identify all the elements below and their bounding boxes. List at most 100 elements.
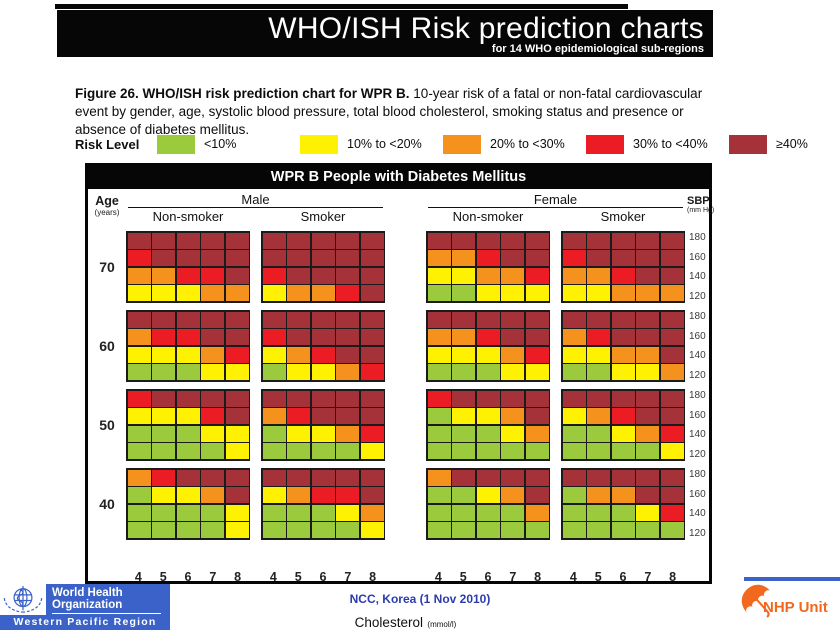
who-logo-text: World Health Organization: [46, 584, 170, 615]
risk-cell: [287, 390, 310, 407]
risk-cell: [562, 487, 586, 503]
who-logo-line2: Organization: [52, 599, 123, 611]
risk-legend-item: 20% to <30%: [443, 134, 586, 154]
risk-cell: [176, 522, 200, 538]
risk-cell: [127, 311, 151, 328]
risk-cell: [611, 469, 635, 486]
risk-cell: [360, 443, 384, 459]
sbp-tick-label: 120: [689, 290, 706, 302]
risk-cell: [201, 443, 224, 459]
risk-cell: [525, 311, 549, 328]
risk-cell: [587, 364, 610, 380]
risk-cell: [287, 329, 310, 345]
risk-cell: [476, 346, 500, 363]
risk-grid-female-nonsmoker-age-70: [426, 231, 550, 303]
cholesterol-ticks: 4 5 6 7 8: [426, 570, 550, 585]
risk-cell: [311, 390, 335, 407]
risk-cell: [336, 390, 359, 407]
risk-cell: [660, 232, 684, 249]
risk-cell: [525, 487, 549, 503]
risk-grid-male-nonsmoker-age-40: [126, 468, 250, 540]
x-axis-title: Cholesterol (mmol/l): [126, 614, 685, 632]
risk-cell: [176, 311, 200, 328]
risk-cell: [201, 267, 224, 284]
risk-grid-male-smoker-age-50: [261, 389, 385, 461]
risk-cell: [360, 311, 384, 328]
risk-cell: [636, 390, 659, 407]
risk-cell: [501, 346, 524, 363]
risk-cell: [501, 443, 524, 459]
male-label: Male: [128, 192, 383, 208]
risk-cell: [311, 250, 335, 266]
risk-cell: [176, 443, 200, 459]
risk-cell: [262, 311, 286, 328]
risk-cell: [427, 285, 451, 301]
risk-cell: [562, 250, 586, 266]
risk-cell: [262, 443, 286, 459]
risk-cell: [501, 311, 524, 328]
age-label: 70: [99, 258, 115, 275]
risk-grid-male-nonsmoker-age-60: [126, 310, 250, 382]
risk-cell: [525, 504, 549, 521]
risk-cell: [427, 346, 451, 363]
risk-cell: [660, 285, 684, 301]
risk-cell: [336, 267, 359, 284]
cholesterol-tick-label: 4: [134, 569, 142, 584]
risk-cell: [176, 250, 200, 266]
risk-cell: [611, 522, 635, 538]
risk-legend-item: ≥40%: [729, 134, 808, 154]
risk-cell: [611, 487, 635, 503]
cholesterol-ticks: 4 5 6 7 8: [561, 570, 685, 585]
risk-cell: [287, 285, 310, 301]
risk-cell: [660, 443, 684, 459]
risk-cell: [525, 232, 549, 249]
risk-cell: [452, 311, 475, 328]
risk-cell: [360, 346, 384, 363]
risk-grid-male-smoker-age-70: [261, 231, 385, 303]
risk-cell: [311, 329, 335, 345]
risk-cell: [287, 311, 310, 328]
risk-cell: [611, 285, 635, 301]
risk-cell: [525, 425, 549, 442]
risk-cell: [262, 522, 286, 538]
risk-cell: [636, 408, 659, 424]
risk-cell: [225, 232, 249, 249]
risk-cell: [262, 425, 286, 442]
risk-cell: [262, 390, 286, 407]
risk-cell: [127, 504, 151, 521]
risk-cell: [201, 487, 224, 503]
risk-grid-female-nonsmoker-age-40: [426, 468, 550, 540]
risk-cell: [452, 487, 475, 503]
risk-cell: [452, 522, 475, 538]
risk-cell: [611, 250, 635, 266]
risk-cell: [336, 346, 359, 363]
risk-cell: [611, 267, 635, 284]
age-label: 50: [99, 416, 115, 433]
risk-cell: [427, 311, 451, 328]
cholesterol-tick-label: 5: [294, 569, 302, 584]
figure-caption-text: 10-year risk of a fatal or non-fatal car…: [75, 85, 703, 137]
risk-cell: [660, 329, 684, 345]
risk-cell: [201, 285, 224, 301]
risk-cell: [476, 408, 500, 424]
age-row-50: 50 180 160 140 120: [88, 389, 709, 461]
risk-cell: [452, 364, 475, 380]
risk-cell: [476, 364, 500, 380]
sbp-axis-label: SBP: [687, 195, 710, 207]
risk-cell: [152, 232, 175, 249]
risk-cell: [427, 364, 451, 380]
cholesterol-tick-label: 4: [269, 569, 277, 584]
risk-cell: [611, 408, 635, 424]
risk-cell: [336, 504, 359, 521]
risk-cell: [587, 329, 610, 345]
risk-cell: [201, 522, 224, 538]
cholesterol-tick-label: 6: [484, 569, 492, 584]
risk-cell: [525, 285, 549, 301]
risk-cell: [587, 390, 610, 407]
sbp-tick-label: 140: [689, 271, 706, 282]
risk-cell: [427, 250, 451, 266]
risk-cell: [611, 443, 635, 459]
chart-body: Age (years) Male Non-smoker Smoker Femal…: [88, 192, 715, 632]
risk-cell: [287, 408, 310, 424]
risk-legend-label: Risk Level: [75, 136, 140, 152]
